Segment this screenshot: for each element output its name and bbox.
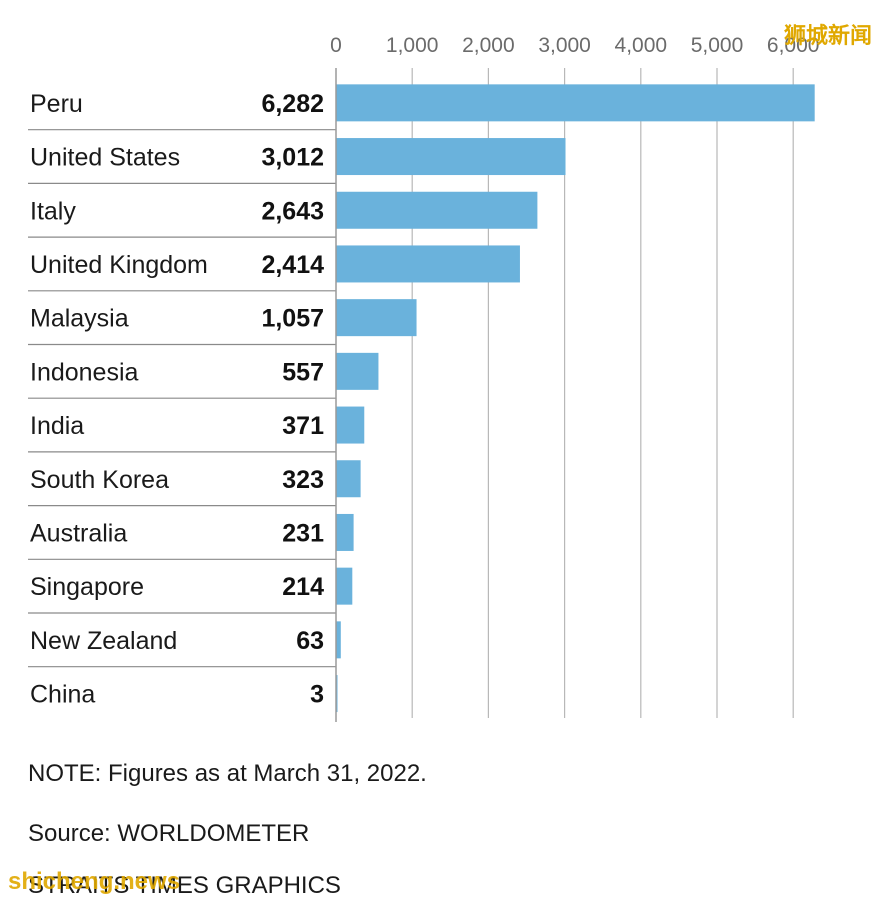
watermark-bottom: shicheng.news [8, 868, 181, 895]
value-label: 2,414 [261, 251, 324, 279]
gridlines [411, 68, 794, 718]
bar-chart: 0 1,000 2,000 3,000 4,000 5,000 6,000 Peru 6,28… [28, 34, 819, 722]
category-label: New Zealand [30, 627, 177, 655]
value-label: 214 [282, 573, 324, 601]
bar [336, 567, 353, 605]
value-label: 2,643 [261, 197, 324, 225]
x-tick-label: 5,000 [691, 34, 744, 57]
bar [336, 245, 520, 283]
value-label: 63 [296, 627, 324, 655]
x-axis-ticks: 0 1,000 2,000 3,000 4,000 5,000 6,000 [330, 34, 819, 57]
x-tick-label: 6,000 [767, 34, 820, 57]
value-label: 557 [282, 358, 324, 386]
x-tick-label: 4,000 [615, 34, 668, 57]
chart-rows: Peru 6,282 United States 3,012 Italy 2,643 Uni… [28, 84, 815, 713]
bar [336, 460, 361, 498]
category-label: Italy [30, 197, 76, 225]
bar [336, 299, 417, 337]
note-text: NOTE: Figures as at March 31, 2022. [28, 760, 427, 787]
x-tick-label: 0 [330, 34, 342, 57]
value-label: 6,282 [261, 90, 324, 118]
x-tick-label: 1,000 [386, 34, 439, 57]
bar [336, 138, 566, 176]
category-label: India [30, 412, 84, 440]
category-label: United States [30, 144, 180, 172]
x-tick-label: 3,000 [538, 34, 591, 57]
value-label: 231 [282, 519, 324, 547]
value-label: 1,057 [261, 305, 324, 333]
value-label: 3,012 [261, 144, 324, 172]
bar [336, 513, 354, 551]
x-tick-label: 2,000 [462, 34, 515, 57]
category-label: South Korea [30, 466, 169, 494]
credit-text: STRAITS TIMES GRAPHICS [28, 872, 341, 899]
value-label: 323 [282, 466, 324, 494]
value-label: 371 [282, 412, 324, 440]
category-label: United Kingdom [30, 251, 208, 279]
bar [336, 621, 341, 659]
category-label: China [30, 681, 95, 709]
category-label: Peru [30, 90, 83, 118]
bar [336, 191, 538, 229]
value-label: 3 [310, 681, 324, 709]
source-text: Source: WORLDOMETER [28, 820, 310, 847]
category-label: Malaysia [30, 305, 129, 333]
category-label: Singapore [30, 573, 144, 601]
category-label: Indonesia [30, 358, 139, 386]
bar [336, 406, 365, 444]
bar [336, 84, 815, 122]
category-label: Australia [30, 519, 127, 547]
watermark-top: 狮城新闻 [783, 23, 872, 48]
bar [336, 352, 379, 390]
